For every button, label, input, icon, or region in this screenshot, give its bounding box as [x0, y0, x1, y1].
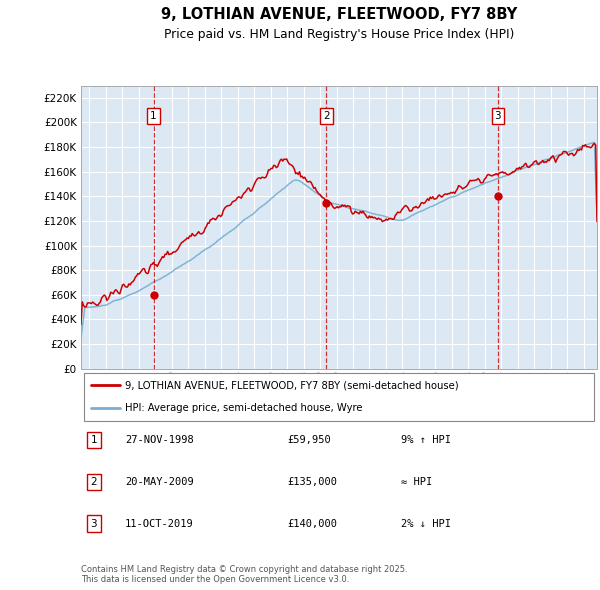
Text: Price paid vs. HM Land Registry's House Price Index (HPI): Price paid vs. HM Land Registry's House …	[164, 28, 514, 41]
Text: 20-MAY-2009: 20-MAY-2009	[125, 477, 194, 487]
Text: £135,000: £135,000	[287, 477, 337, 487]
Text: 2: 2	[323, 112, 329, 122]
Text: 1: 1	[91, 435, 97, 445]
Text: 11-OCT-2019: 11-OCT-2019	[125, 519, 194, 529]
Text: 9, LOTHIAN AVENUE, FLEETWOOD, FY7 8BY: 9, LOTHIAN AVENUE, FLEETWOOD, FY7 8BY	[161, 8, 517, 22]
Text: 3: 3	[494, 112, 501, 122]
Text: 2: 2	[91, 477, 97, 487]
Text: 9, LOTHIAN AVENUE, FLEETWOOD, FY7 8BY (semi-detached house): 9, LOTHIAN AVENUE, FLEETWOOD, FY7 8BY (s…	[125, 380, 458, 390]
Text: £140,000: £140,000	[287, 519, 337, 529]
Text: 27-NOV-1998: 27-NOV-1998	[125, 435, 194, 445]
Text: Contains HM Land Registry data © Crown copyright and database right 2025.
This d: Contains HM Land Registry data © Crown c…	[81, 565, 407, 584]
Text: £59,950: £59,950	[287, 435, 331, 445]
Text: HPI: Average price, semi-detached house, Wyre: HPI: Average price, semi-detached house,…	[125, 403, 362, 413]
FancyBboxPatch shape	[83, 373, 595, 421]
Text: 9% ↑ HPI: 9% ↑ HPI	[401, 435, 451, 445]
Text: 2% ↓ HPI: 2% ↓ HPI	[401, 519, 451, 529]
Text: ≈ HPI: ≈ HPI	[401, 477, 432, 487]
Text: 1: 1	[150, 112, 157, 122]
Text: 3: 3	[91, 519, 97, 529]
